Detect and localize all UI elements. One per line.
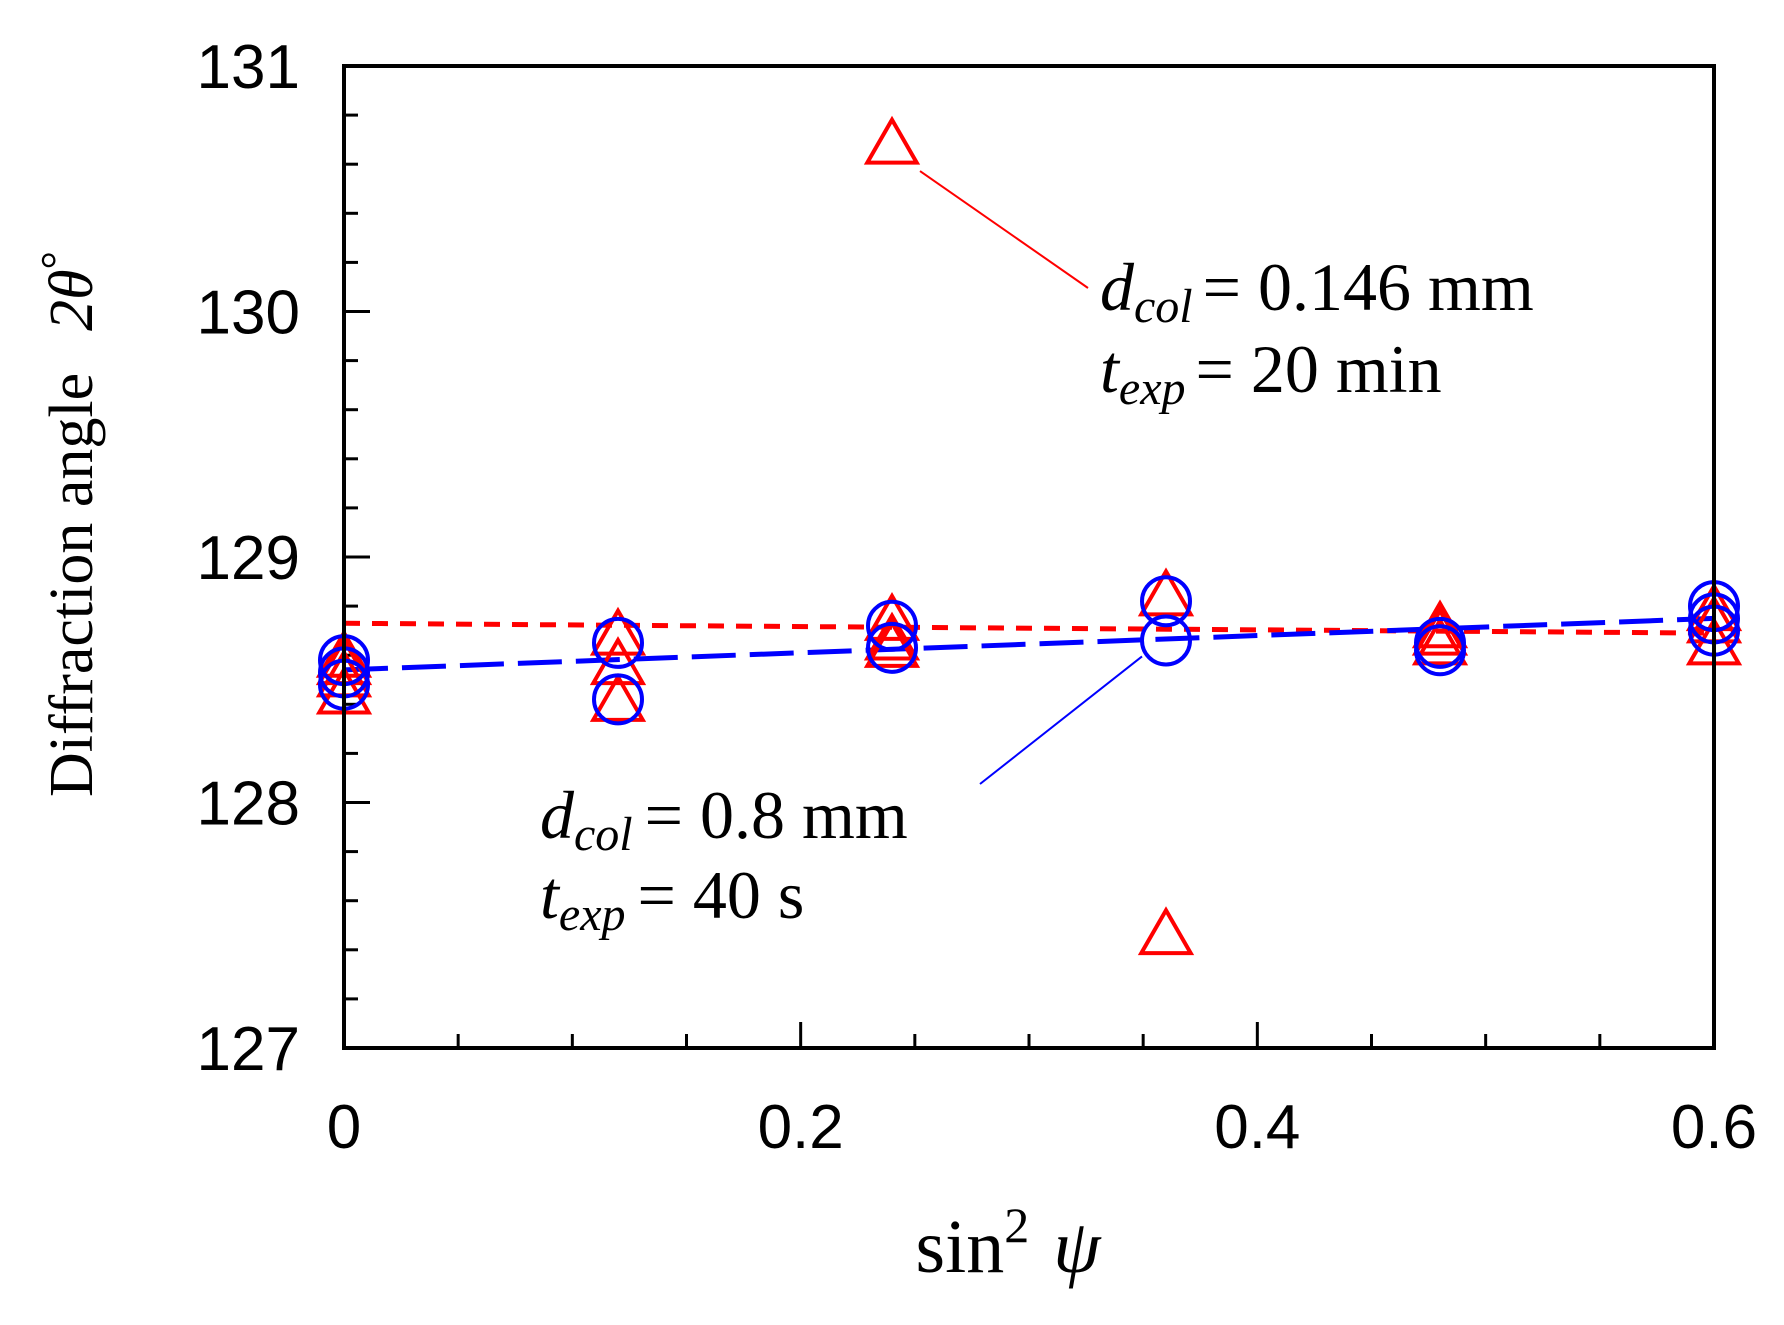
triangle-marker: [1411, 606, 1469, 656]
annotation-dcol-red: dcol = 0.146 mm: [1100, 249, 1534, 333]
y-tick-label: 127: [197, 1015, 300, 1084]
triangle-marker: [1411, 616, 1469, 666]
annotation-texp-red: texp = 20 min: [1100, 331, 1442, 415]
triangle-marker: [1137, 567, 1195, 617]
plot-frame: [342, 64, 1716, 1050]
y-tick-label: 131: [197, 33, 300, 102]
callout-lines: [919, 170, 1143, 785]
x-tick-label: 0.6: [1671, 1093, 1757, 1162]
y-tick-label: 129: [197, 524, 300, 593]
triangle-marker: [863, 611, 921, 661]
circle-marker: [866, 599, 918, 652]
fit-line-blue: [343, 615, 1715, 673]
x-tick-label: 0.2: [758, 1093, 844, 1162]
circle-marker: [592, 673, 644, 726]
x-tick-label: 0: [327, 1093, 361, 1162]
triangle-marker: [863, 115, 921, 165]
circle-marker: [1140, 614, 1192, 667]
x-tick-label: 0.4: [1214, 1093, 1300, 1162]
x-axis-label: sin2 ψ: [916, 1197, 1103, 1289]
annotation-texp-blue: texp = 40 s: [540, 857, 804, 941]
circle-marker: [1414, 624, 1466, 677]
callout-line-red: [919, 170, 1089, 289]
triangle-marker: [589, 606, 647, 656]
data-markers: [315, 115, 1743, 956]
annotation-dcol-blue: dcol = 0.8 mm: [540, 777, 908, 861]
triangle-marker: [1137, 906, 1195, 956]
triangle-marker: [863, 591, 921, 641]
circle-marker: [866, 621, 918, 674]
y-tick-label: 130: [197, 279, 300, 348]
triangle-marker: [1411, 599, 1469, 649]
y-tick-label: 128: [197, 770, 300, 839]
fit-lines: [343, 615, 1715, 673]
circle-marker: [1140, 575, 1192, 628]
circle-marker: [592, 616, 644, 669]
y-axis-label: Diffraction angle2θ°: [31, 251, 106, 797]
axis-ticks: 0 0.2 0.4 0.6 127 128 129 130 131: [197, 33, 1758, 1162]
callout-line-blue: [979, 655, 1143, 785]
fit-line-red: [343, 620, 1715, 636]
triangle-marker: [589, 672, 647, 722]
